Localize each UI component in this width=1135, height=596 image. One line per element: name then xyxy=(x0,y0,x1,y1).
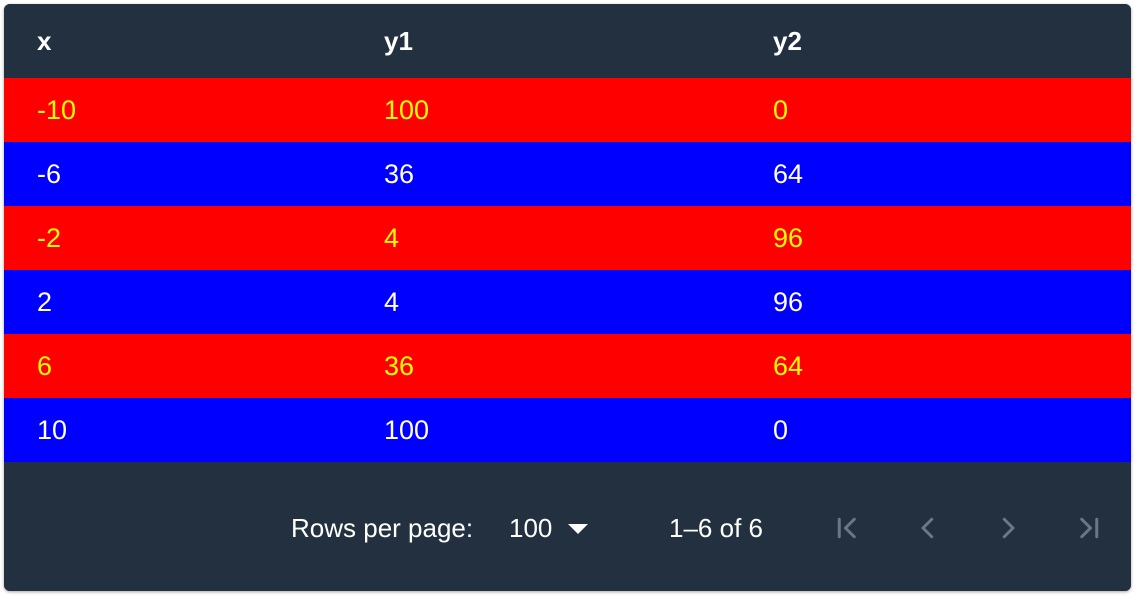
last-page-icon xyxy=(1080,517,1099,539)
cell-y2: 0 xyxy=(773,94,789,125)
first-page-button[interactable] xyxy=(830,510,866,546)
cell-x: 6 xyxy=(37,350,53,381)
cell-x: -10 xyxy=(37,94,77,125)
rows-per-page-value[interactable]: 100 xyxy=(509,513,553,543)
table-row: -2 4 96 xyxy=(4,206,1131,270)
data-table: x y1 y2 -10 100 0 -6 36 64 -2 4 96 2 4 9… xyxy=(4,4,1131,591)
cell-x: -2 xyxy=(37,222,62,253)
column-header-y1[interactable]: y1 xyxy=(384,25,413,56)
cell-x: -6 xyxy=(37,158,62,189)
caret-down-icon[interactable] xyxy=(568,524,589,534)
cell-y2: 64 xyxy=(773,158,804,189)
table-header-row: x y1 y2 xyxy=(4,4,1131,78)
cell-y2: 96 xyxy=(773,222,804,253)
cell-y1: 36 xyxy=(384,158,415,189)
cell-x: 10 xyxy=(37,414,68,445)
rows-per-page-select[interactable]: 100 xyxy=(509,512,589,544)
cell-x: 2 xyxy=(37,286,53,317)
table-row: -6 36 64 xyxy=(4,142,1131,206)
cell-y1: 4 xyxy=(384,286,400,317)
cell-y2: 0 xyxy=(773,414,789,445)
table-row: 10 100 0 xyxy=(4,398,1131,462)
chevron-right-icon xyxy=(1002,517,1015,539)
column-header-x[interactable]: x xyxy=(37,25,52,56)
cell-y2: 64 xyxy=(773,350,804,381)
last-page-button[interactable] xyxy=(1070,510,1106,546)
cell-y2: 96 xyxy=(773,286,804,317)
table-row: 2 4 96 xyxy=(4,270,1131,334)
table-row: 6 36 64 xyxy=(4,334,1131,398)
first-page-icon xyxy=(837,517,856,539)
chevron-left-icon xyxy=(921,517,934,539)
rows-per-page-label: Rows per page: xyxy=(291,513,474,543)
pagination-bar: Rows per page: 100 1–6 of 6 xyxy=(4,462,1131,591)
column-header-y2[interactable]: y2 xyxy=(773,25,802,56)
cell-y1: 100 xyxy=(384,94,430,125)
pagination-range: 1–6 of 6 xyxy=(669,513,763,543)
cell-y1: 36 xyxy=(384,350,415,381)
table-row: -10 100 0 xyxy=(4,78,1131,142)
previous-page-button[interactable] xyxy=(910,510,946,546)
cell-y1: 4 xyxy=(384,222,400,253)
cell-y1: 100 xyxy=(384,414,430,445)
next-page-button[interactable] xyxy=(990,510,1026,546)
